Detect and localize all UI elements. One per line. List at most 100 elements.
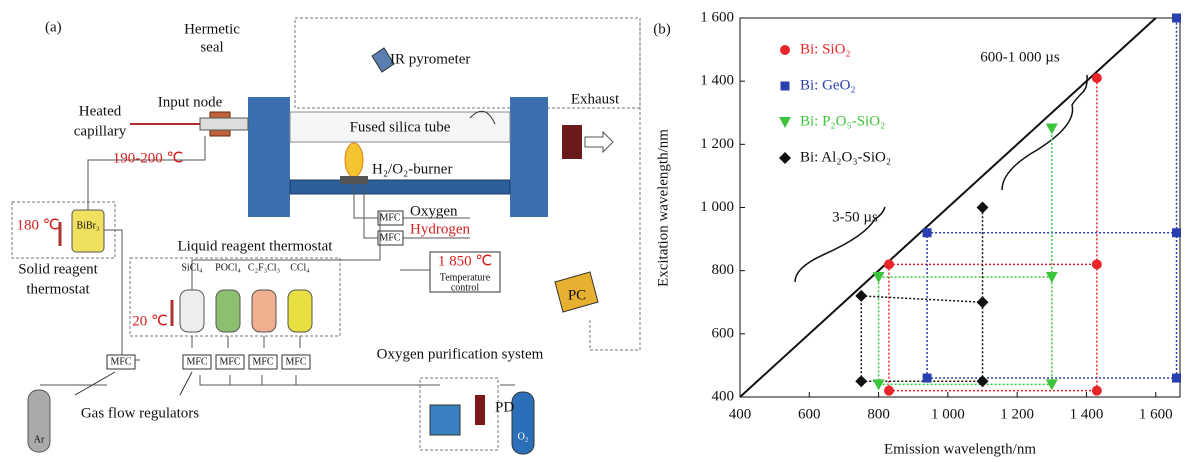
mfc-label: MFC <box>219 356 240 367</box>
y-axis-label: Excitation wavelength/nm <box>655 129 671 287</box>
label: thermostat <box>26 281 90 297</box>
wire <box>40 375 515 385</box>
chuck <box>248 97 290 217</box>
legend-label: Bi: GeO₂ <box>800 77 856 93</box>
label: Oxygen purification system <box>377 346 544 362</box>
mfc-label: MFC <box>252 356 273 367</box>
oxygen-cylinder <box>512 392 534 454</box>
figure: (a) MFC MFC <box>0 0 1192 462</box>
point <box>1092 386 1102 396</box>
legend-label: Bi: P₂O₅-SiO₂ <box>800 113 885 129</box>
panel-label: (b) <box>653 21 671 37</box>
chart: (b) Emission wavelength/nm Excitation wa… <box>653 9 1181 457</box>
label: Hydrogen <box>410 221 470 237</box>
x-tick-label: 1 400 <box>1070 406 1104 422</box>
legend-label: Bi: Al₂O₃-SiO₂ <box>800 149 891 165</box>
purifier <box>430 405 460 435</box>
y-tick-label: 400 <box>712 388 735 404</box>
exhaust-arrow <box>585 132 613 152</box>
y-tick-label: 1 600 <box>700 9 734 25</box>
x-tick-label: 1 600 <box>1139 406 1173 422</box>
mfc-label: MFC <box>285 356 306 367</box>
point <box>1092 259 1102 269</box>
point <box>1172 374 1181 383</box>
panel-label: (a) <box>45 19 62 35</box>
point <box>855 290 867 302</box>
y-tick-label: 600 <box>712 325 735 341</box>
point <box>855 375 867 387</box>
legend-marker <box>779 152 791 164</box>
point <box>923 374 932 383</box>
burner <box>340 176 368 184</box>
legend-marker <box>780 45 790 55</box>
label: Exhaust <box>571 91 620 107</box>
label: H₂/O₂-burner <box>372 161 452 177</box>
x-tick-label: 800 <box>867 406 890 422</box>
label: Heated <box>79 103 122 119</box>
y-tick-label: 1 000 <box>700 199 734 215</box>
label: 190-200 ℃ <box>113 150 184 166</box>
label: Solid reagent <box>18 261 98 277</box>
label: PD <box>495 399 514 415</box>
label: control <box>451 282 480 293</box>
point <box>1046 124 1058 135</box>
label: seal <box>200 39 223 55</box>
mfc-label: MFC <box>186 356 207 367</box>
point <box>1092 73 1102 83</box>
label: C₂F₃Cl₃ <box>248 262 280 273</box>
legend-marker <box>779 117 791 128</box>
y-tick-label: 1 400 <box>700 73 734 89</box>
y-tick-label: 1 200 <box>700 136 734 152</box>
x-tick-label: 600 <box>798 406 821 422</box>
label: IR pyrometer <box>390 51 470 67</box>
label: PC <box>568 287 586 303</box>
guide-line <box>861 296 982 302</box>
point <box>977 296 989 308</box>
mfc-label: MFC <box>379 212 400 223</box>
flame <box>345 143 363 177</box>
input-node <box>200 118 248 130</box>
annotation: 3-50 µs <box>832 209 878 225</box>
label: Fused silica tube <box>350 119 451 135</box>
label: Hermetic <box>184 21 240 37</box>
x-axis-label: Emission wavelength/nm <box>884 441 1036 457</box>
label: Oxygen <box>410 203 458 219</box>
mfc-label: MFC <box>379 232 400 243</box>
label: 1 850 ℃ <box>438 253 492 269</box>
point <box>923 228 932 237</box>
label: 180 ℃ <box>16 217 59 233</box>
label: Liquid reagent thermostat <box>178 238 334 254</box>
bubblers <box>180 290 312 332</box>
x-tick-label: 1 200 <box>1000 406 1034 422</box>
pointer <box>75 372 192 395</box>
x-tick-label: 400 <box>729 406 752 422</box>
point <box>977 202 989 214</box>
y-tick-label: 800 <box>712 262 735 278</box>
label: O₂ <box>518 431 529 442</box>
schematic: (a) MFC MFC <box>12 18 640 454</box>
rail <box>290 180 510 194</box>
chuck <box>510 97 548 217</box>
label: SiCl₄ <box>181 262 203 273</box>
legend-marker <box>781 82 790 91</box>
annotation: 600-1 000 µs <box>980 49 1060 65</box>
label: BiBr₃ <box>77 220 100 231</box>
plot-frame <box>740 18 1180 397</box>
point <box>1172 228 1181 237</box>
legend-label: Bi: SiO₂ <box>800 41 851 57</box>
point <box>884 386 894 396</box>
label: 20 ℃ <box>132 313 168 329</box>
point <box>977 375 989 387</box>
label: capillary <box>74 123 127 139</box>
mfc-label: MFC <box>110 356 131 367</box>
label: Ar <box>34 434 45 445</box>
x-tick-label: 1 000 <box>931 406 965 422</box>
label: Gas flow regulators <box>81 405 199 421</box>
point <box>1172 14 1181 23</box>
pd-block <box>475 395 485 425</box>
label: CCl₄ <box>290 262 310 273</box>
label: Input node <box>158 94 223 110</box>
label: POCl₄ <box>215 262 241 273</box>
point <box>884 259 894 269</box>
exhaust-block <box>562 125 582 159</box>
